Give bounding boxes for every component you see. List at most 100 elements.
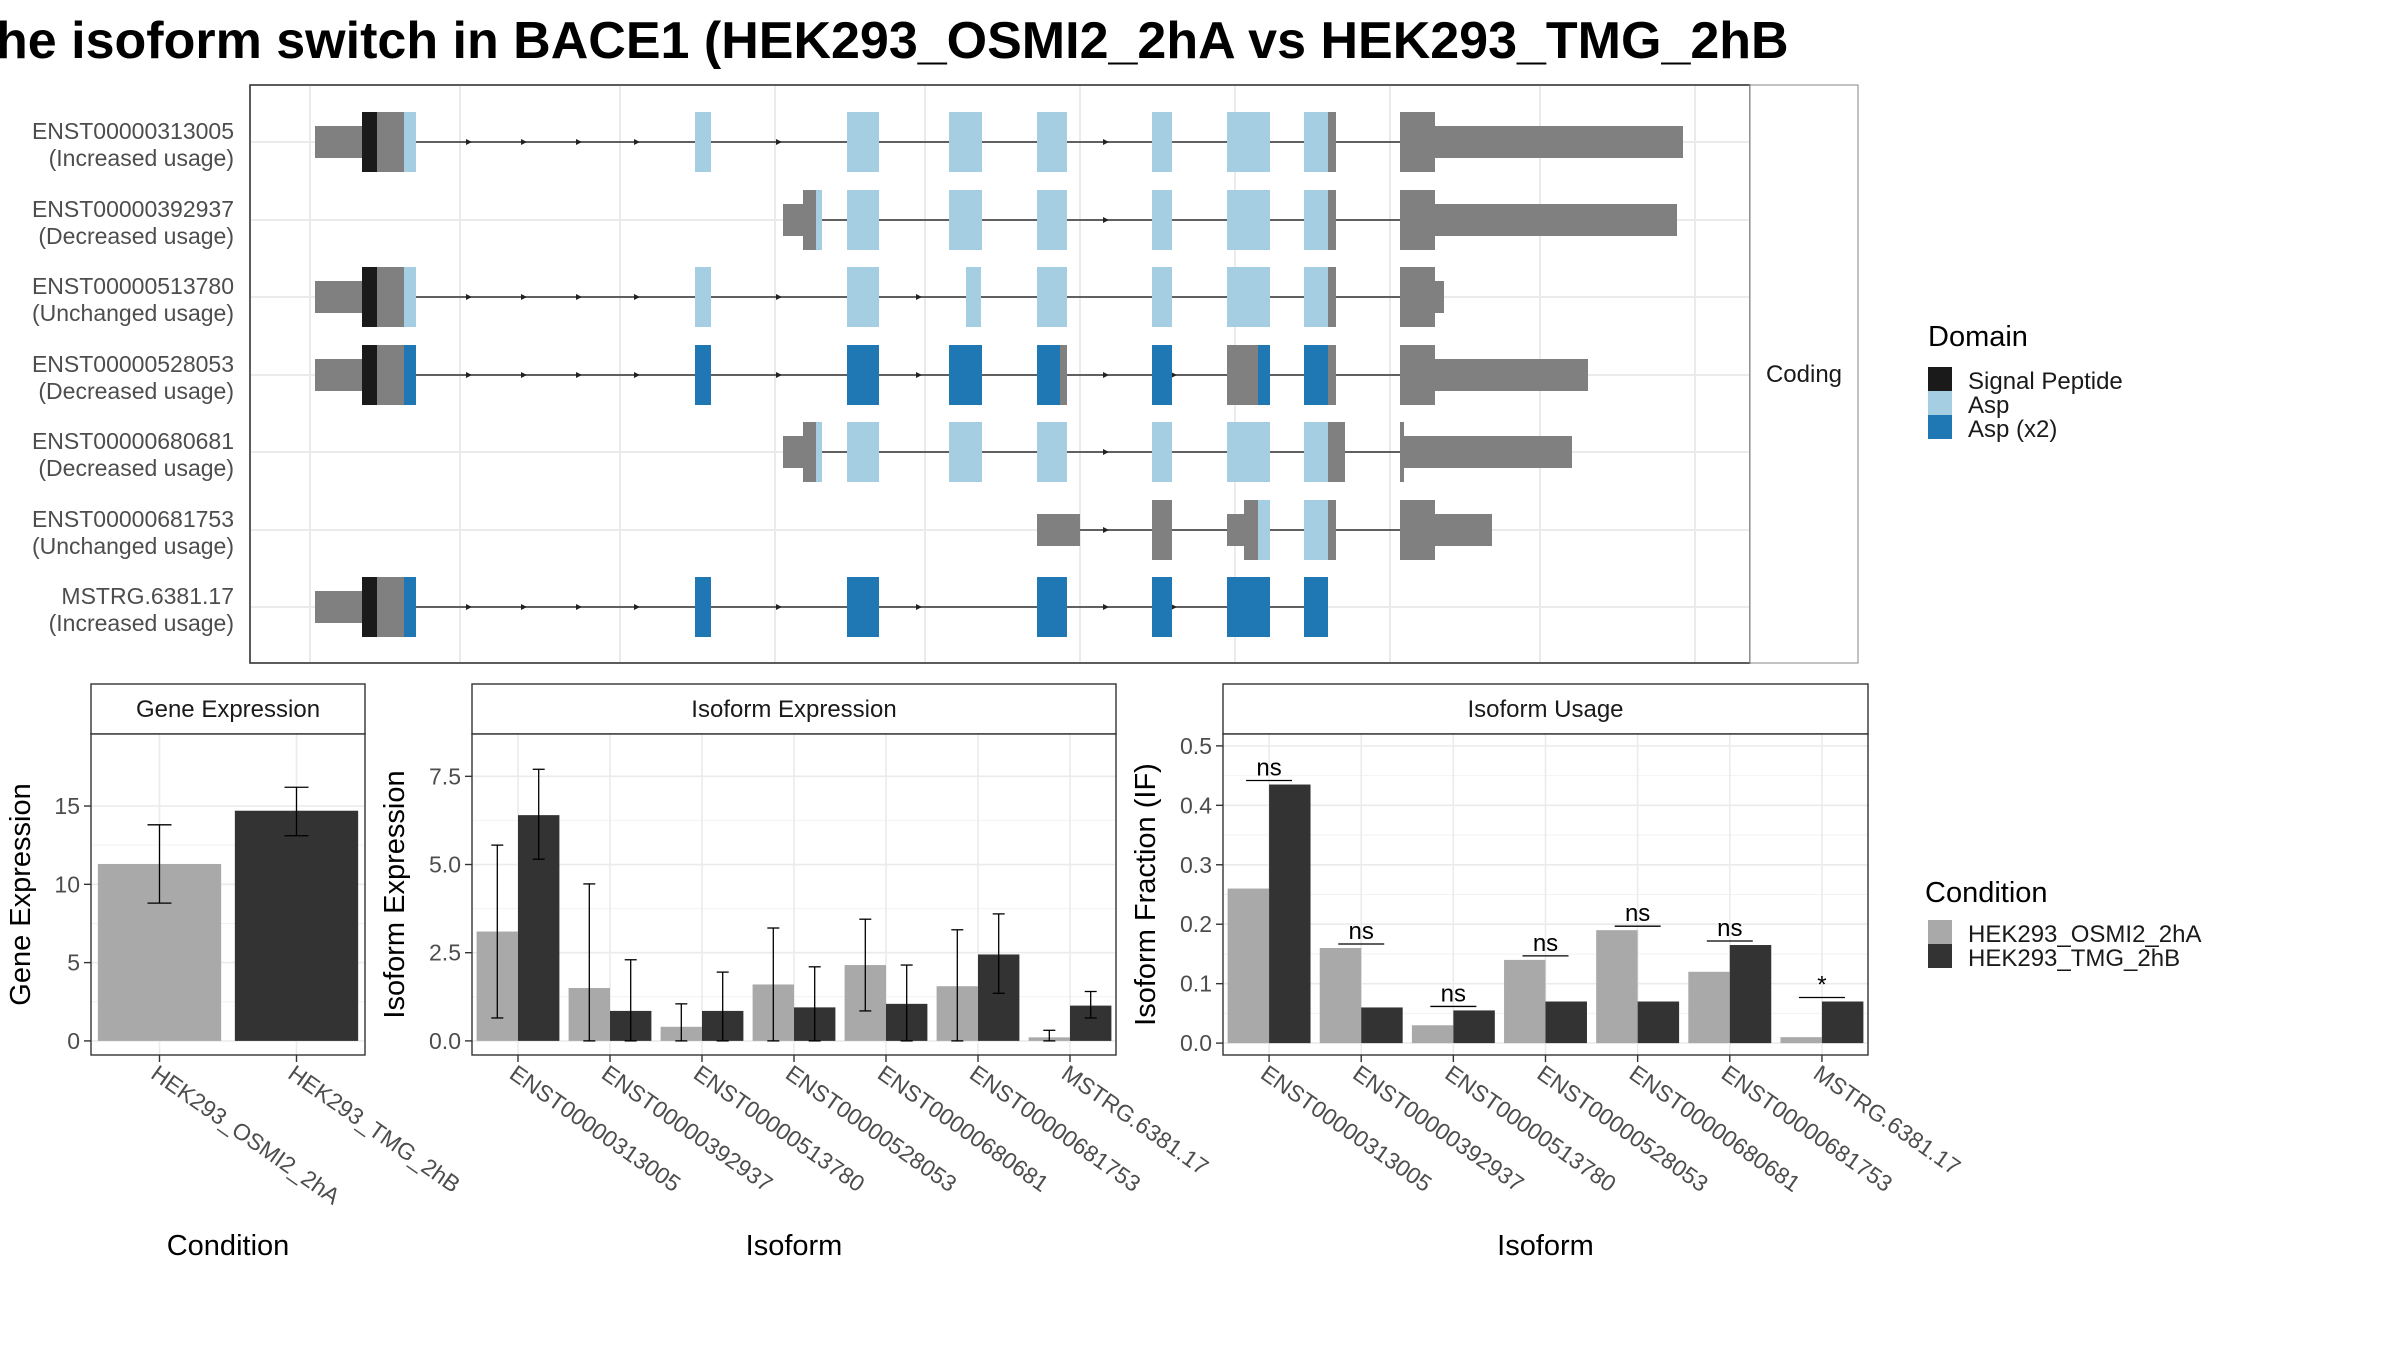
coding-exon [1227,190,1270,250]
coding-exon [1400,267,1435,327]
coding-exon [1304,577,1328,637]
coding-exon [1037,190,1067,250]
y-tick-label: 7.5 [429,763,461,789]
facet-strip [1749,84,1859,664]
coding-exon [377,112,404,172]
utr-exon [1435,281,1444,313]
strand-arrow [776,294,782,300]
panel-border [90,733,366,1056]
y-tick-label: 15 [54,793,80,819]
coding-exon [1152,577,1172,637]
isoform-expression-chart: Isoform Expression 0.0 2.5 5.0 7.5 ENST000003… [379,683,1213,1262]
coding-exon [362,345,377,405]
coding-exon [847,577,879,637]
transcript-usage-label: (Increased usage) [49,145,234,171]
strand-arrow [521,139,527,145]
y-axis-title: Gene Expression [5,783,37,1005]
utr-exon [1435,359,1588,391]
coding-exon [1258,500,1270,560]
strand-arrow [634,604,640,610]
coding-exon [1227,267,1270,327]
coding-exon [1037,267,1067,327]
coding-exon [404,577,416,637]
coding-exon [1304,345,1328,405]
coding-exon [1258,345,1270,405]
legend-label-asp: Asp [1968,392,2009,419]
coding-exon [847,267,879,327]
legend-key-asp-x2 [1928,415,1952,439]
utr-exon [1435,204,1677,236]
utr-exon [315,126,362,158]
x-axis-title: Isoform [1497,1230,1594,1262]
transcript-track [315,345,1588,405]
panel-strip [1222,683,1869,735]
strand-arrow [916,372,922,378]
panel-strip-title: Isoform Usage [1467,696,1623,723]
strand-arrow [576,294,582,300]
transcript-track [315,112,1683,172]
coding-exon [404,345,416,405]
coding-exon [1328,422,1345,482]
x-tick-label: MSTRG.6381.17 [1057,1060,1213,1180]
coding-exon [1244,500,1258,560]
transcript-id-label: ENST00000681753 [32,506,234,532]
significance-label: ns [1625,900,1650,927]
transcript-usage-label: (Unchanged usage) [32,300,234,326]
y-tick-label: 0.5 [1180,733,1212,759]
x-tick-label: ENST00000513780 [689,1060,869,1197]
coding-exon [404,112,416,172]
coding-exon [1400,422,1404,482]
strand-arrow [521,372,527,378]
utr-exon [315,591,362,623]
coding-exon [1060,345,1067,405]
strand-arrow [634,139,640,145]
x-tick-label: ENST00000528053 [781,1060,961,1197]
coding-exon [1227,112,1270,172]
y-tick-label: 0.3 [1180,852,1212,878]
y-tick-label: 0.0 [1180,1030,1212,1056]
significance-label: * [1817,972,1826,999]
legend-key-cond1 [1928,920,1952,944]
panel-strip-title: Isoform Expression [691,696,896,723]
coding-exon [1037,422,1067,482]
transcript-id-label: ENST00000313005 [32,118,234,144]
utr-exon [1037,514,1080,546]
panel-strip-title: Gene Expression [136,696,320,723]
condition-legend-title: Condition [1925,877,2048,909]
x-tick-label: ENST00000681753 [1717,1060,1897,1197]
coding-exon [1328,345,1336,405]
facet-strip-label: Coding [1766,361,1842,388]
x-tick-label: ENST00000680681 [1625,1060,1805,1197]
coding-exon [1152,345,1172,405]
structure-transcripts [315,112,1683,637]
coding-exon [847,345,879,405]
coding-exon [1037,345,1060,405]
legend-key-asp [1928,391,1952,415]
strand-arrow [466,604,472,610]
legend-label-signal-peptide: Signal Peptide [1968,368,2123,395]
y-tick-label: 0 [67,1028,80,1054]
coding-exon [695,267,711,327]
y-tick-label: 0.0 [429,1028,461,1054]
x-tick-label: ENST00000392937 [597,1060,777,1197]
coding-exon [695,345,711,405]
coding-exon [377,577,404,637]
coding-exon [362,112,377,172]
strand-arrow [576,604,582,610]
coding-exon [404,267,416,327]
coding-exon [1152,500,1172,560]
utr-exon [1435,126,1683,158]
coding-exon [847,422,879,482]
bar [1596,930,1638,1044]
transcript-labels: ENST00000313005(Increased usage)ENST0000… [32,118,234,636]
coding-exon [847,190,879,250]
coding-exon [1400,190,1435,250]
coding-exon [1304,267,1328,327]
transcript-usage-label: (Decreased usage) [38,455,234,481]
y-tick-label: 10 [54,871,80,897]
transcript-usage-label: (Increased usage) [49,610,234,636]
bar [1269,784,1311,1044]
bar [1227,888,1270,1044]
coding-exon [1304,190,1328,250]
bar [1411,1025,1454,1044]
